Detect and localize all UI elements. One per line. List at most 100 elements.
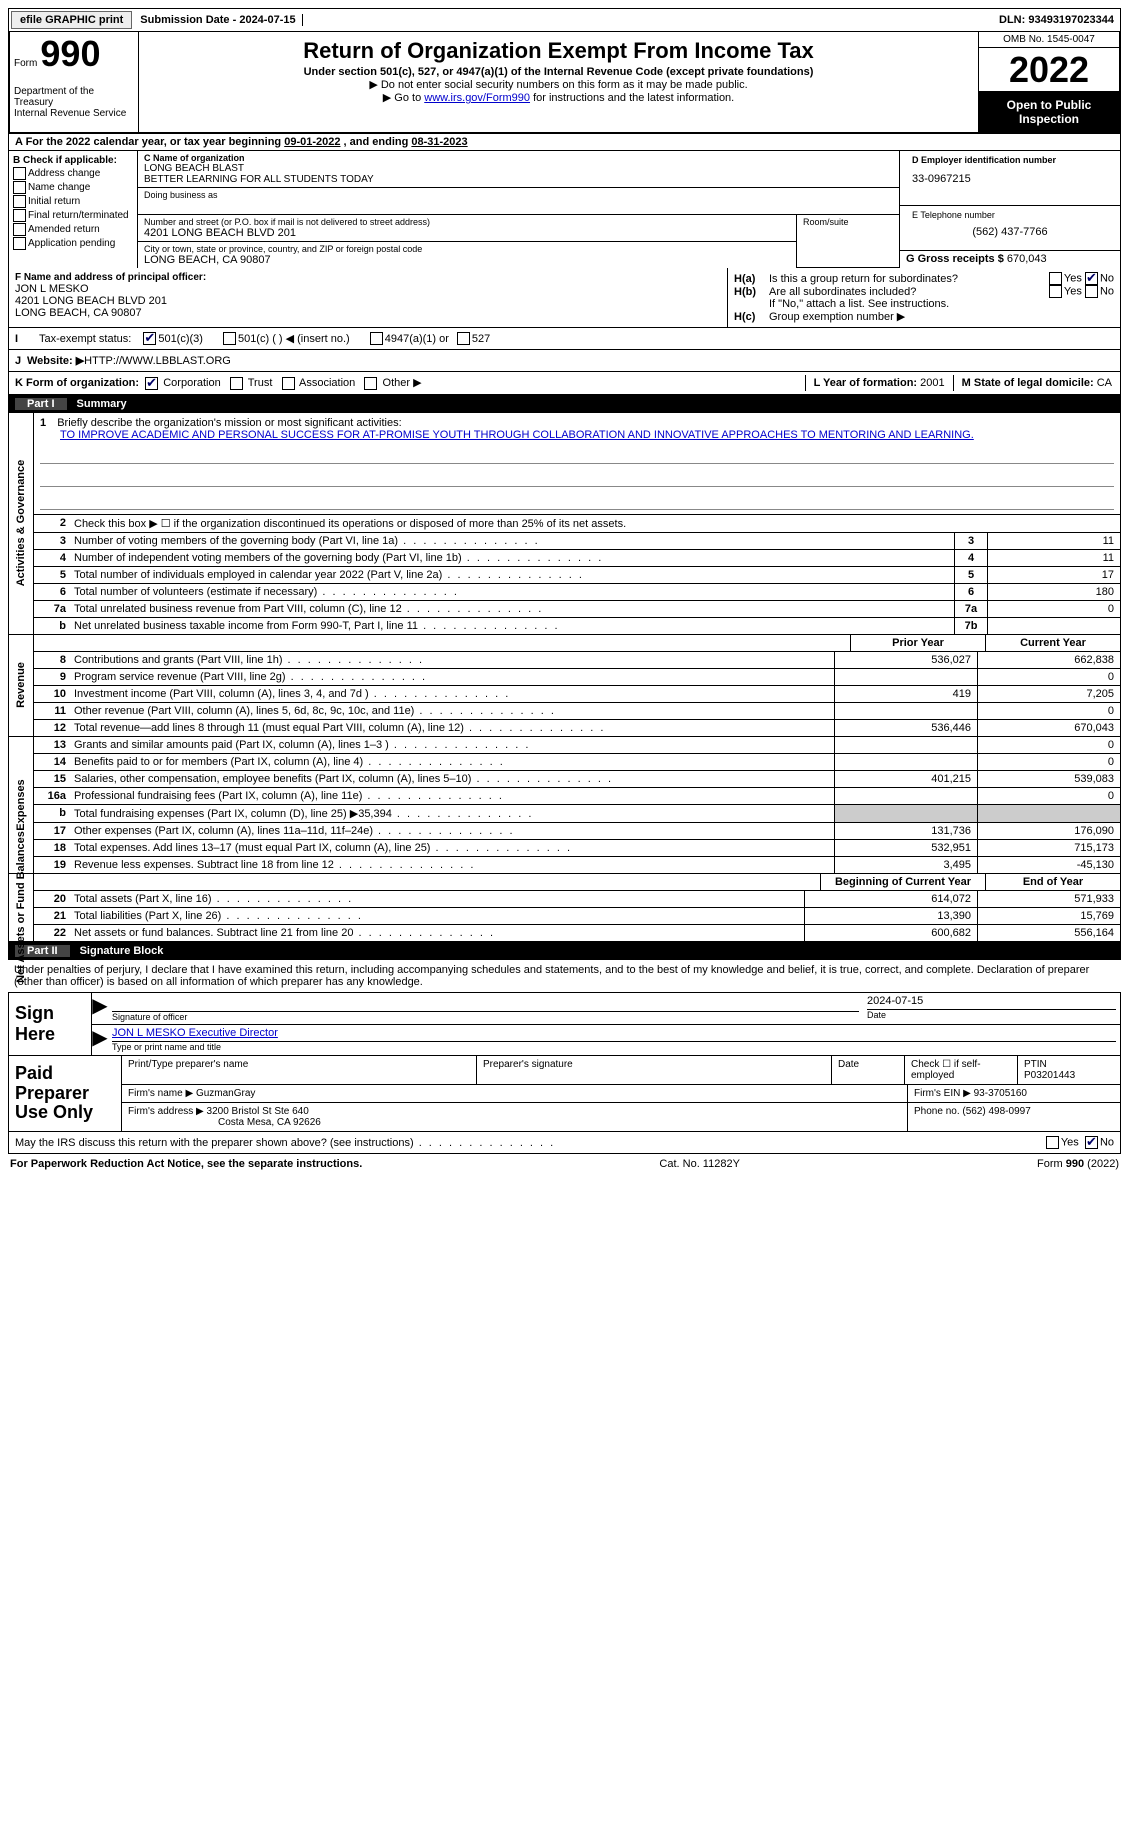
cb-corporation[interactable] bbox=[145, 377, 158, 390]
firm-addr2: Costa Mesa, CA 92626 bbox=[218, 1117, 321, 1128]
col-b-checkboxes: B Check if applicable: Address change Na… bbox=[9, 151, 138, 268]
omb-number: OMB No. 1545-0047 bbox=[979, 32, 1119, 48]
org-name-2: BETTER LEARNING FOR ALL STUDENTS TODAY bbox=[144, 174, 893, 185]
year-formation: L Year of formation: 2001 bbox=[805, 375, 953, 391]
pra-notice: For Paperwork Reduction Act Notice, see … bbox=[10, 1158, 362, 1170]
ein-value: 33-0967215 bbox=[906, 167, 1114, 187]
h-a-label: H(a) bbox=[734, 273, 769, 285]
state-domicile: M State of legal domicile: CA bbox=[953, 375, 1120, 391]
cb-app-pending[interactable]: Application pending bbox=[13, 237, 133, 250]
bcy-hdr: Beginning of Current Year bbox=[820, 874, 985, 890]
revenue-row-8: 8Contributions and grants (Part VIII, li… bbox=[34, 652, 1120, 669]
expense-row-17: 17Other expenses (Part IX, column (A), l… bbox=[34, 823, 1120, 840]
summary-row-4: 4Number of independent voting members of… bbox=[34, 550, 1120, 567]
officer-name-link[interactable]: JON L MESKO Executive Director bbox=[112, 1027, 278, 1039]
cb-501c[interactable] bbox=[223, 332, 236, 345]
cb-association[interactable] bbox=[282, 377, 295, 390]
expense-row-16a: 16aProfessional fundraising fees (Part I… bbox=[34, 788, 1120, 805]
form-subtitle: Under section 501(c), 527, or 4947(a)(1)… bbox=[145, 66, 972, 78]
prep-self-emp: Check ☐ if self-employed bbox=[905, 1056, 1018, 1084]
side-label-rev: Revenue bbox=[9, 635, 34, 736]
cb-other[interactable] bbox=[364, 377, 377, 390]
paid-preparer-label: Paid Preparer Use Only bbox=[9, 1056, 122, 1131]
discuss-row: May the IRS discuss this return with the… bbox=[8, 1132, 1121, 1154]
net-header-row: Beginning of Current Year End of Year bbox=[34, 874, 1120, 891]
row-i-tax-status: I Tax-exempt status: 501(c)(3) 501(c) ( … bbox=[8, 328, 1121, 350]
firm-name: GuzmanGray bbox=[196, 1088, 255, 1099]
dln: DLN: 93493197023344 bbox=[993, 12, 1120, 28]
firm-phone: (562) 498-0997 bbox=[962, 1106, 1030, 1117]
city-label: City or town, state or province, country… bbox=[144, 244, 790, 254]
cb-address-change[interactable]: Address change bbox=[13, 167, 133, 180]
h-c-question: Group exemption number ▶ bbox=[769, 310, 1114, 323]
link-note: ▶ Go to www.irs.gov/Form990 for instruct… bbox=[145, 91, 972, 104]
net-assets-section: Net Assets or Fund Balances Beginning of… bbox=[8, 874, 1121, 942]
public-inspection: Open to Public Inspection bbox=[979, 92, 1119, 132]
dba-block: Doing business as bbox=[138, 188, 899, 215]
year-header-row: Prior Year Current Year bbox=[34, 635, 1120, 652]
org-name-block: C Name of organization LONG BEACH BLAST … bbox=[138, 151, 899, 188]
h-b-note: If "No," attach a list. See instructions… bbox=[769, 298, 1114, 310]
officer-label: F Name and address of principal officer: bbox=[15, 272, 721, 283]
line-2: 2 Check this box ▶ ☐ if the organization… bbox=[34, 515, 1120, 533]
signature-declaration: Under penalties of perjury, I declare th… bbox=[8, 960, 1121, 993]
form-number: 990 bbox=[40, 33, 100, 74]
prep-sig-label: Preparer's signature bbox=[477, 1056, 832, 1084]
ein-label: D Employer identification number bbox=[906, 153, 1114, 167]
revenue-row-10: 10Investment income (Part VIII, column (… bbox=[34, 686, 1120, 703]
cb-amended-return[interactable]: Amended return bbox=[13, 223, 133, 236]
mission-text[interactable]: TO IMPROVE ACADEMIC AND PERSONAL SUCCESS… bbox=[60, 429, 974, 441]
firm-phone-label: Phone no. bbox=[914, 1106, 962, 1117]
summary-row-5: 5Total number of individuals employed in… bbox=[34, 567, 1120, 584]
cb-501c3[interactable] bbox=[143, 332, 156, 345]
irs-link[interactable]: www.irs.gov/Form990 bbox=[424, 92, 530, 104]
summary-row-b: bNet unrelated business taxable income f… bbox=[34, 618, 1120, 634]
row-j-website: J Website: ▶ HTTP://WWW.LBBLAST.ORG bbox=[8, 350, 1121, 372]
h-b-label: H(b) bbox=[734, 286, 769, 298]
officer-signature: Signature of officer bbox=[108, 993, 863, 1024]
expenses-section: Expenses 13Grants and similar amounts pa… bbox=[8, 737, 1121, 874]
cb-527[interactable] bbox=[457, 332, 470, 345]
form-title: Return of Organization Exempt From Incom… bbox=[145, 38, 972, 64]
tax-year: 2022 bbox=[979, 48, 1119, 92]
h-a-answer: Yes No bbox=[1014, 272, 1114, 285]
cat-number: Cat. No. 11282Y bbox=[659, 1158, 740, 1170]
side-label-net: Net Assets or Fund Balances bbox=[9, 874, 34, 941]
row-a-calendar-year: A For the 2022 calendar year, or tax yea… bbox=[8, 134, 1121, 151]
prep-row-2: Firm's name ▶ GuzmanGray Firm's EIN ▶ 93… bbox=[122, 1085, 1120, 1103]
cb-name-change[interactable]: Name change bbox=[13, 181, 133, 194]
addr-label: Number and street (or P.O. box if mail i… bbox=[144, 217, 790, 227]
summary-row-3: 3Number of voting members of the governi… bbox=[34, 533, 1120, 550]
revenue-row-12: 12Total revenue—add lines 8 through 11 (… bbox=[34, 720, 1120, 736]
officer-printed-name: JON L MESKO Executive Director Type or p… bbox=[108, 1025, 1120, 1054]
col-d: D Employer identification number 33-0967… bbox=[899, 151, 1120, 268]
gross-receipts: G Gross receipts $ 670,043 bbox=[900, 251, 1120, 267]
part-2-header: Part IISignature Block bbox=[8, 942, 1121, 960]
summary-row-6: 6Total number of volunteers (estimate if… bbox=[34, 584, 1120, 601]
cb-initial-return[interactable]: Initial return bbox=[13, 195, 133, 208]
net-row-20: 20Total assets (Part X, line 16)614,0725… bbox=[34, 891, 1120, 908]
cb-4947[interactable] bbox=[370, 332, 383, 345]
org-name-1: LONG BEACH BLAST bbox=[144, 163, 893, 174]
efile-print-button[interactable]: efile GRAPHIC print bbox=[11, 11, 132, 29]
cb-trust[interactable] bbox=[230, 377, 243, 390]
officer-addr2: LONG BEACH, CA 90807 bbox=[15, 307, 721, 319]
prep-row-3: Firm's address ▶ 3200 Bristol St Ste 640… bbox=[122, 1103, 1120, 1131]
cb-final-return[interactable]: Final return/terminated bbox=[13, 209, 133, 222]
prep-name-label: Print/Type preparer's name bbox=[122, 1056, 477, 1084]
sig-date: 2024-07-15 Date bbox=[863, 993, 1120, 1024]
ssn-note: ▶ Do not enter social security numbers o… bbox=[145, 78, 972, 91]
street-addr: 4201 LONG BEACH BLVD 201 bbox=[144, 227, 296, 239]
expense-row-15: 15Salaries, other compensation, employee… bbox=[34, 771, 1120, 788]
sign-here-block: Sign Here ▶ Signature of officer 2024-07… bbox=[8, 993, 1121, 1056]
activities-governance-section: Activities & Governance 1 Briefly descri… bbox=[8, 413, 1121, 635]
mission-label: Briefly describe the organization's miss… bbox=[57, 417, 401, 429]
h-c-label: H(c) bbox=[734, 311, 769, 323]
firm-addr-label: Firm's address ▶ bbox=[128, 1106, 207, 1117]
tel-label: E Telephone number bbox=[906, 208, 1114, 222]
h-section: H(a) Is this a group return for subordin… bbox=[728, 268, 1120, 327]
sign-here-label: Sign Here bbox=[9, 993, 92, 1055]
form-label: Form bbox=[14, 58, 37, 69]
expense-row-18: 18Total expenses. Add lines 13–17 (must … bbox=[34, 840, 1120, 857]
tel-block: E Telephone number (562) 437-7766 bbox=[900, 206, 1120, 251]
